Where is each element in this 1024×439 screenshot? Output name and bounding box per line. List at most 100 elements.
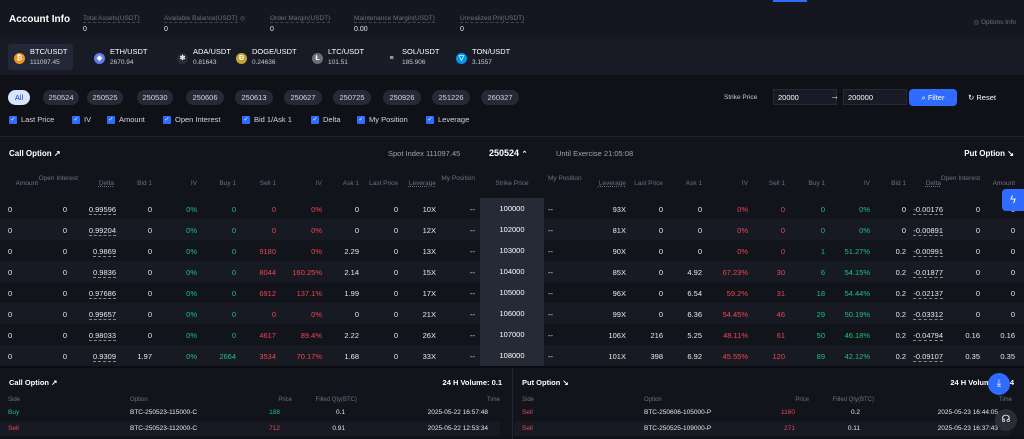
coin-name: ADA/USDT: [193, 47, 231, 56]
strike-to-input[interactable]: 200000: [843, 89, 907, 105]
option-row-100000[interactable]: 0 0 0.99596 0 0% 0 0 0% 0 0 10X -- 100000 -- 93X 0 0 0% 0 0…: [0, 198, 1024, 219]
put-cell: -0.00891: [913, 226, 943, 236]
coin-price: 3.1557: [472, 59, 492, 66]
trade-row[interactable]: Sell BTC-250523-112000-C 712 0.91 2025-05-22…: [0, 422, 500, 436]
column-toggle-last-price[interactable]: ✓ Last Price: [9, 115, 54, 125]
expiry-tab-250613[interactable]: 250613: [235, 90, 273, 105]
call-cell: 0: [8, 268, 13, 277]
call-col-header: Amount: [15, 180, 38, 187]
call-cell: 0: [271, 205, 276, 214]
trade-row[interactable]: Sell BTC-250606-105000-P 1160 0.2 2025-05-23…: [514, 406, 1010, 420]
put-col-header: IV: [863, 180, 870, 187]
expiry-tab-250627[interactable]: 250627: [284, 90, 322, 105]
call-cell: 0: [231, 247, 236, 256]
toggle-label: Open Interest: [175, 115, 221, 124]
put-col-header: Sell 1: [768, 180, 785, 187]
put-col-header: Bid 1: [891, 180, 906, 187]
option-row-107000[interactable]: 0 0 0.98033 0 0% 0 4617 89.4% 2.22 0 26X -- 107000 --…: [0, 324, 1024, 345]
column-toggle-my-position[interactable]: ✓ My Position: [357, 115, 408, 125]
coin-ada[interactable]: ✻ ADA/USDT 0.81643: [171, 44, 236, 70]
call-cell: 0: [231, 331, 236, 340]
column-toggle-open-interest[interactable]: ✓ Open Interest: [163, 115, 220, 125]
coin-doge[interactable]: Ð DOGE/USDT 0.24636: [230, 44, 302, 70]
option-row-108000[interactable]: 0 0 0.9309 1.97 0% 2664 3534 70.17% 1.68 0 33X -- 10…: [0, 345, 1024, 366]
coin-eth[interactable]: ◆ ETH/USDT 2670.94: [88, 44, 153, 70]
strike-cell[interactable]: 100000: [480, 198, 544, 219]
stat-value: 0: [460, 26, 464, 33]
coin-btc[interactable]: ₿ BTC/USDT 111097.45: [8, 44, 73, 70]
eye-icon[interactable]: ◎: [239, 16, 246, 22]
option-row-105000[interactable]: 0 0 0.97686 0 0% 0 6912 137.1% 1.99 0 17X -- 105000-…: [0, 282, 1024, 303]
download-icon[interactable]: ⤓: [988, 373, 1010, 395]
reset-button[interactable]: ↻ Reset: [968, 89, 1018, 106]
strike-cell[interactable]: 106000: [480, 303, 544, 324]
lightning-icon[interactable]: ϟ: [1002, 189, 1024, 211]
call-col-header: Ask 1: [342, 180, 359, 187]
expiry-tab-250524[interactable]: 250524: [43, 90, 79, 105]
checkbox-checked-icon: ✓: [107, 116, 115, 124]
filter-button[interactable]: ⌕ Filter: [909, 89, 957, 106]
expiry-tab-250926[interactable]: 250926: [383, 90, 421, 105]
put-cell: -0.01877: [913, 268, 943, 278]
option-row-106000[interactable]: 0 0 0.99657 0 0% 0 0 0% 0 0 21X -- 106000 -- 99X 0 6.36 5…: [0, 303, 1024, 324]
put-cell: 0%: [737, 226, 748, 235]
column-toggle-iv[interactable]: ✓ IV: [72, 115, 91, 125]
put-cell: 0%: [737, 247, 748, 256]
put-cell: 67.23%: [722, 268, 748, 277]
put-cell: 0.16: [965, 331, 980, 340]
reset-label: Reset: [976, 93, 996, 102]
trade-row[interactable]: Sell BTC-250525-109000-P 271 0.11 2025-05-23…: [514, 422, 1010, 436]
trade-row[interactable]: Buy BTC-250523-115000-C 188 0.1 2025-05-22 1…: [0, 406, 500, 420]
expiry-tab-251226[interactable]: 251226: [432, 90, 470, 105]
active-indicator: [773, 0, 807, 2]
put-cell: 0: [975, 205, 980, 214]
call-col-header: IV: [315, 180, 322, 187]
column-toggle-bid-1-ask-1[interactable]: ✓ Bid 1/Ask 1: [242, 115, 292, 125]
expiry-tab-all[interactable]: All: [8, 90, 30, 105]
put-cell: 0: [697, 205, 702, 214]
strike-cell[interactable]: 104000: [480, 261, 544, 282]
put-cell: -0.04794: [913, 331, 943, 341]
expiry-selector[interactable]: 250524 ⌃: [489, 148, 527, 158]
column-toggle-amount[interactable]: ✓ Amount: [107, 115, 145, 125]
put-cell: --: [548, 310, 553, 319]
coin-ltc[interactable]: Ł LTC/USDT 101.51: [306, 44, 369, 70]
put-cell: 0: [1010, 289, 1015, 298]
stat-value: 0: [83, 26, 87, 33]
coin-sol[interactable]: ≡ SOL/USDT 185.906: [380, 44, 445, 70]
call-cell: 0: [147, 331, 152, 340]
bitcoin-icon: ₿: [14, 53, 25, 64]
options-info-link[interactable]: ◎ Options Info: [973, 18, 1016, 26]
expiry-tab-250725[interactable]: 250725: [333, 90, 371, 105]
column-toggle-delta[interactable]: ✓ Delta: [311, 115, 341, 125]
expiry-tab-250530[interactable]: 250530: [137, 90, 173, 105]
trade-cell: Buy: [8, 409, 20, 416]
column-toggle-leverage[interactable]: ✓ Leverage: [426, 115, 469, 125]
strike-cell[interactable]: 102000: [480, 219, 544, 240]
strike-from-input[interactable]: 20000: [773, 89, 837, 105]
option-row-102000[interactable]: 0 0 0.99204 0 0% 0 0 0% 0 0 12X -- 102000 -- 81X 0 0 0% 0 0…: [0, 219, 1024, 240]
headset-icon[interactable]: ☊: [995, 409, 1017, 431]
put-cell: 81X: [612, 226, 626, 235]
call-cell: 3534: [259, 352, 276, 361]
strike-cell[interactable]: 108000: [480, 345, 544, 366]
put-cell: 6.54: [687, 289, 702, 298]
call-volume: 24 H Volume: 0.1: [442, 378, 502, 387]
put-cell: 5.25: [687, 331, 702, 340]
expiry-tab-250606[interactable]: 250606: [186, 90, 224, 105]
put-cell: -0.09107: [913, 352, 943, 362]
option-row-103000[interactable]: 0 0 0.9869 0 0% 0 9180 0% 2.29 0 13X -- 103000 -- 90X 0…: [0, 240, 1024, 261]
strike-cell[interactable]: 107000: [480, 324, 544, 345]
trade-col-header: Side: [522, 397, 535, 403]
expiry-tab-250525[interactable]: 250525: [87, 90, 123, 105]
put-cell: 0: [975, 310, 980, 319]
call-cell: 0: [354, 205, 359, 214]
option-row-104000[interactable]: 0 0 0.9836 0 0% 0 8044 160.25% 2.14 0 15X -- 104000-…: [0, 261, 1024, 282]
put-cell: 0: [975, 289, 980, 298]
call-cell: 1.99: [344, 289, 359, 298]
strike-cell[interactable]: 103000: [480, 240, 544, 261]
expiry-tab-260327[interactable]: 260327: [481, 90, 519, 105]
coin-ton[interactable]: ▽ TON/USDT 3.1557: [450, 44, 515, 70]
strike-cell[interactable]: 105000: [480, 282, 544, 303]
put-cell: 0: [975, 247, 980, 256]
